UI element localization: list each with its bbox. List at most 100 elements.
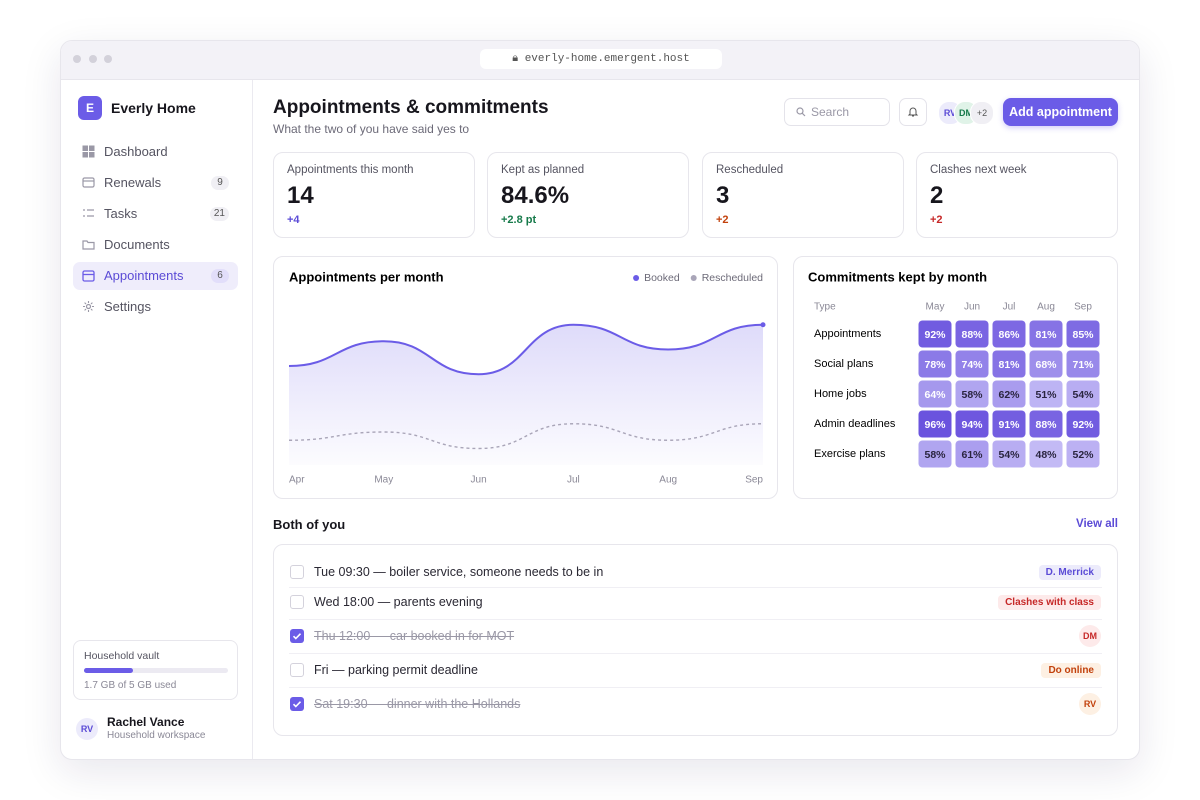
end-point (760, 322, 766, 328)
x-tick-label: Jun (471, 475, 487, 486)
stat-label: Rescheduled (716, 164, 784, 176)
cell-label: 88% (1035, 419, 1057, 431)
line (288, 423, 764, 450)
heat-cell (918, 380, 952, 408)
stat-card (702, 152, 904, 238)
x-tick-label: Apr (289, 475, 305, 486)
task-text: Sat 19:30 — dinner with the Hollands (314, 697, 521, 711)
cell-label: 68% (1035, 359, 1057, 371)
nav-item[interactable]: Appointments (104, 268, 184, 283)
task-tag: Clashes with class (998, 595, 1101, 610)
task-text: Thu 12:00 — car booked in for MOT (314, 629, 515, 643)
cell-label: 92% (1072, 419, 1094, 431)
row-label: Exercise plans (814, 448, 886, 460)
brand: Everly Home (111, 100, 196, 116)
cell-label: 81% (1035, 329, 1057, 341)
stat-card (487, 152, 689, 238)
heat-cell (1066, 440, 1100, 468)
cell-label: 74% (961, 359, 983, 371)
row-label: Appointments (814, 328, 882, 340)
x-tick-label: Aug (659, 475, 677, 486)
column-header: May (926, 302, 945, 313)
search-icon (796, 107, 806, 117)
cell-label: 51% (1035, 389, 1057, 401)
url: everly-home.emergent.host (524, 53, 690, 65)
nav-item[interactable]: Dashboard (104, 144, 168, 159)
cell-label: 54% (998, 449, 1020, 461)
task-text: Tue 09:30 — boiler service, someone need… (314, 565, 604, 579)
sidebar (61, 80, 253, 759)
stat-delta: +2 (930, 214, 943, 226)
logo: E (78, 96, 102, 120)
view-all[interactable]: View all (1076, 518, 1118, 530)
heat-cell (1066, 350, 1100, 378)
heat-cell (992, 350, 1026, 378)
row-label: Home jobs (814, 388, 867, 400)
legend-label: Booked (644, 272, 680, 284)
cell-label: 58% (961, 389, 983, 401)
heat-cell (992, 410, 1026, 438)
cell-label: 62% (998, 389, 1020, 401)
notifications[interactable] (899, 98, 927, 126)
user-avatar: RV (76, 718, 98, 740)
heat-cell (955, 440, 989, 468)
vault-title: Household vault (84, 650, 160, 662)
header-more: +2 (970, 101, 994, 125)
nav-icon (82, 240, 95, 250)
window-dots (73, 55, 112, 63)
cell-label: 88% (961, 329, 983, 341)
search[interactable]: Search (784, 98, 890, 126)
heat-cell (955, 380, 989, 408)
nav-badge: 21 (209, 207, 229, 221)
heat-cell (1029, 440, 1063, 468)
stat-card (273, 152, 475, 238)
stat-label: Clashes next week (930, 164, 1027, 176)
add-button[interactable]: Add appointment (1003, 98, 1118, 126)
line-chart: Appointments per month Apr May Jun Jul Aug Sep… (288, 269, 766, 486)
heat-cell (1066, 380, 1100, 408)
nav-item[interactable]: Documents (104, 237, 170, 252)
cell-label: 64% (924, 389, 946, 401)
page-subtitle: What the two of you have said yes to (273, 122, 470, 136)
heat-cell (1029, 350, 1063, 378)
nav-active (73, 262, 238, 290)
column-header: Jul (1003, 302, 1016, 313)
checkbox[interactable] (290, 697, 304, 711)
user-name: Rachel Vance (107, 715, 185, 729)
cell-label: 91% (998, 419, 1020, 431)
heat-cell (1029, 320, 1063, 348)
nav-badge: 6 (211, 269, 229, 283)
chart-title: Commitments kept by month (808, 269, 987, 284)
vault-card (73, 640, 238, 700)
checkbox[interactable] (290, 565, 304, 579)
task-tag: Do online (1041, 663, 1101, 678)
area (289, 324, 763, 465)
bell-icon (907, 107, 919, 117)
stat-delta: +4 (287, 214, 300, 226)
nav-item[interactable]: Tasks (104, 206, 138, 221)
checkbox[interactable] (290, 663, 304, 677)
heat-cell (955, 320, 989, 348)
list-title: Both of you (273, 517, 346, 532)
stat-delta: +2 (716, 214, 729, 226)
task-text: Fri — parking permit deadline (314, 663, 478, 677)
stat-label: Kept as planned (501, 164, 585, 176)
checkbox[interactable] (290, 595, 304, 609)
task-tag: D. Merrick (1038, 565, 1101, 580)
x-tick-label: May (374, 475, 393, 486)
nav-item[interactable]: Settings (104, 299, 151, 314)
divider (289, 687, 1102, 688)
row-label: Admin deadlines (814, 418, 896, 430)
heat-cell (918, 350, 952, 378)
nav-item[interactable]: Renewals (104, 175, 162, 190)
chart-card (273, 256, 778, 499)
heatmap: Commitments kept by month Type May Jun Jul Au… (808, 269, 1100, 468)
heatmap-card (793, 256, 1118, 499)
divider (289, 587, 1102, 588)
heat-cell (1066, 410, 1100, 438)
heat-cell (955, 410, 989, 438)
checkbox[interactable] (290, 629, 304, 643)
nav-icon (82, 145, 95, 158)
cell-label: 78% (924, 359, 946, 371)
